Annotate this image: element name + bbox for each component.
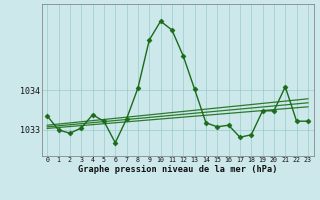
X-axis label: Graphe pression niveau de la mer (hPa): Graphe pression niveau de la mer (hPa) (78, 165, 277, 174)
